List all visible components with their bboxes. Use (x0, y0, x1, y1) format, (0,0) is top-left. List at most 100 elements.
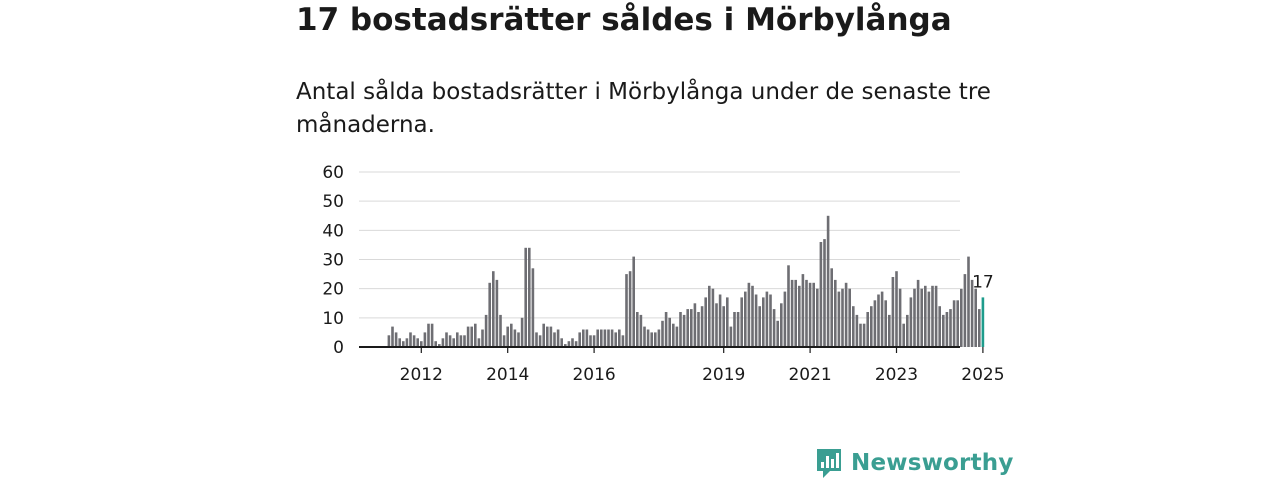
bar (492, 271, 495, 347)
bar (459, 335, 463, 347)
bar (495, 279, 499, 347)
x-tick-label: 2025 (961, 365, 1004, 385)
bar (772, 309, 776, 347)
bar (729, 326, 733, 347)
bar (405, 338, 409, 348)
bar (700, 306, 704, 347)
bar (466, 326, 470, 347)
x-tick-label: 2014 (486, 365, 529, 385)
bar (607, 329, 610, 347)
bar (805, 279, 808, 347)
bar (834, 279, 837, 347)
bar (830, 268, 833, 348)
bar (855, 314, 859, 347)
bar (477, 338, 481, 348)
bar (513, 329, 517, 347)
bar (873, 300, 877, 347)
bar (794, 279, 797, 347)
bar (427, 323, 430, 347)
bar (621, 335, 625, 347)
bar (686, 309, 689, 347)
bar (664, 312, 668, 347)
bar (625, 274, 628, 347)
bar (546, 326, 549, 347)
bar (553, 332, 556, 347)
y-tick-label: 40 (322, 221, 344, 241)
tick-labels: 0 10 20 30 40 50 60 17 2012 2014 2016 2019 2021 2023 2… (322, 163, 1004, 385)
bar (942, 314, 945, 347)
bar (571, 338, 574, 348)
x-tick-label: 2012 (400, 365, 443, 385)
bar (517, 332, 520, 347)
bar (668, 317, 671, 347)
bar (711, 288, 715, 347)
x-tick-label: 2016 (572, 365, 615, 385)
bar (787, 265, 790, 347)
bar (920, 288, 923, 347)
bar (747, 282, 751, 347)
newsworthy-logo: Newsworthy (815, 446, 1014, 480)
bars (387, 215, 985, 348)
bar (697, 312, 700, 347)
bar (891, 277, 895, 347)
bar (960, 288, 963, 347)
bar (693, 303, 697, 348)
bar (751, 285, 754, 348)
bar (952, 300, 956, 347)
bar (970, 279, 974, 347)
bar (423, 332, 427, 347)
bar (657, 329, 661, 347)
bar (758, 306, 761, 347)
bar (567, 341, 571, 347)
bar (866, 312, 869, 347)
y-tick-label: 30 (322, 251, 344, 271)
bar (394, 332, 398, 347)
bar (488, 282, 491, 347)
bar (931, 285, 934, 348)
bar (589, 335, 592, 347)
bar (790, 279, 794, 347)
bar (769, 294, 772, 347)
bar (549, 326, 553, 347)
bar (844, 282, 848, 347)
bar (963, 274, 967, 347)
brand-name: Newsworthy (851, 450, 1014, 476)
bar (913, 288, 916, 347)
bar (528, 247, 531, 347)
bar (679, 312, 682, 347)
bar (484, 314, 488, 347)
bar (456, 332, 459, 347)
bar (880, 291, 884, 347)
bar (387, 335, 391, 347)
bar (614, 332, 617, 347)
bar (556, 329, 560, 347)
x-tick-label: 2019 (702, 365, 745, 385)
bar (632, 256, 635, 347)
bar (582, 329, 585, 347)
y-tick-label: 20 (322, 280, 344, 300)
bar (909, 297, 913, 347)
bar (841, 288, 844, 347)
bar-latest (981, 297, 985, 347)
bar (726, 297, 729, 347)
bar (690, 309, 693, 347)
bar (452, 338, 455, 348)
y-tick-label: 10 (322, 309, 344, 329)
bar (643, 326, 646, 347)
bar (463, 335, 466, 347)
bar (524, 247, 527, 347)
bar-chart: 0 10 20 30 40 50 60 17 2012 2014 2016 2019 2021 2023 2… (322, 163, 1004, 385)
bar (808, 282, 812, 347)
bar (430, 323, 434, 347)
bar (823, 239, 826, 347)
bar (531, 268, 535, 348)
bar (852, 306, 855, 347)
bar (661, 320, 664, 348)
bar (740, 297, 743, 347)
bar (884, 300, 887, 347)
bar (754, 294, 758, 347)
bar (412, 335, 416, 347)
bar (906, 314, 909, 347)
bar (441, 338, 445, 348)
bar (888, 314, 891, 347)
